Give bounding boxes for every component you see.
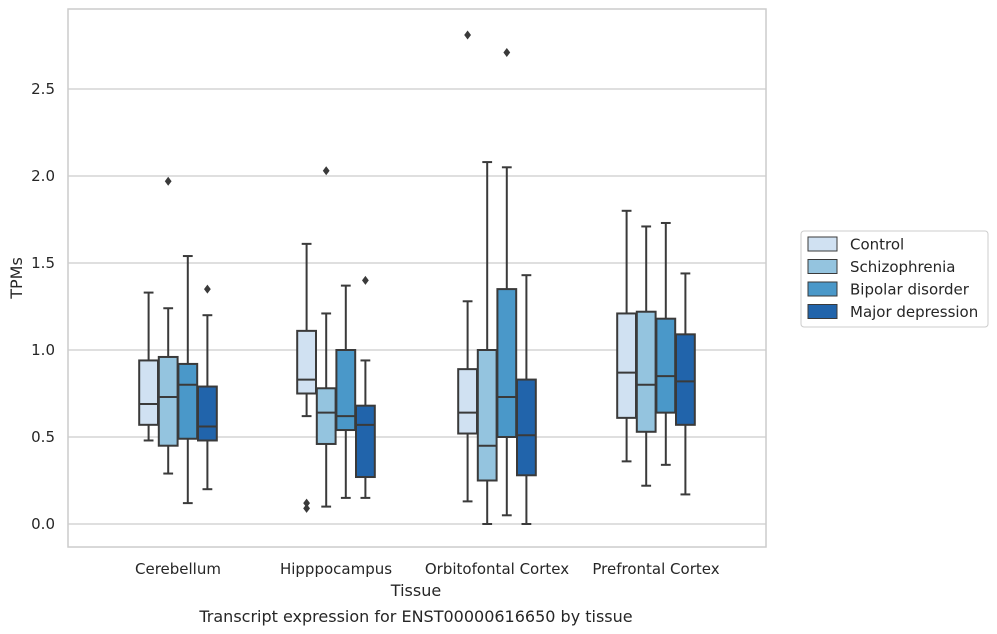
box-body [457, 368, 479, 435]
outlier-marker [303, 498, 310, 508]
box-body [476, 349, 498, 482]
legend-item: Major depression [807, 303, 978, 321]
box [675, 272, 696, 496]
outlier-marker [164, 176, 172, 186]
legend-label: Bipolar disorder [850, 281, 970, 299]
y-tick-label: 1.0 [31, 341, 55, 359]
outlier-marker [322, 166, 330, 176]
box [355, 275, 376, 499]
x-tick-label: Cerebellum [135, 560, 221, 578]
box [138, 291, 159, 442]
box [655, 221, 677, 466]
box [516, 274, 537, 525]
box [197, 284, 218, 491]
outlier-marker [503, 47, 511, 57]
legend-label: Control [850, 236, 904, 254]
box-body [355, 404, 376, 479]
series-schizophrenia [157, 161, 657, 525]
y-axis-label: TPMs [7, 257, 26, 300]
figure-caption: Transcript expression for ENST0000061665… [198, 607, 632, 626]
series-major-depression [197, 272, 696, 525]
legend-label: Schizophrenia [850, 258, 955, 276]
legend: Control Schizophrenia Bipolar disorder Majo… [800, 230, 989, 328]
box [315, 166, 337, 508]
grid-lines [68, 88, 766, 525]
series-control [138, 30, 638, 513]
box-body [655, 317, 677, 414]
y-tick-label: 0.5 [31, 428, 55, 446]
plot-frame [67, 8, 767, 548]
y-tick-label: 1.5 [31, 254, 55, 272]
box-body [335, 349, 357, 432]
box-body [675, 333, 696, 426]
box-body [516, 378, 537, 477]
y-tick-label: 0.0 [31, 515, 55, 533]
box [616, 209, 638, 463]
box-body [635, 310, 657, 433]
legend-swatch [807, 236, 838, 252]
box [157, 176, 179, 475]
box [457, 30, 479, 503]
outlier-marker [362, 275, 369, 285]
x-axis-label: Tissue [390, 581, 441, 600]
box-body [496, 288, 518, 438]
outlier-marker [303, 503, 310, 513]
box-plot-series [138, 30, 696, 525]
box [476, 161, 498, 525]
legend-item: Bipolar disorder [807, 281, 970, 299]
legend-swatch [807, 304, 838, 319]
box-body [157, 355, 179, 447]
x-tick-labels: Cerebellum Hipppocampus Orbitofontal Corte… [135, 560, 720, 578]
box [177, 255, 199, 505]
legend-item: Schizophrenia [807, 258, 955, 276]
y-tick-label: 2.5 [31, 80, 55, 98]
box-body [296, 329, 318, 395]
y-tick-label: 2.0 [31, 167, 55, 185]
box-body [138, 359, 159, 426]
legend-label: Major depression [850, 303, 978, 321]
x-tick-label: Orbitofontal Cortex [425, 560, 569, 578]
legend-item: Control [807, 236, 904, 254]
legend-swatch [807, 281, 838, 297]
box [635, 225, 657, 487]
x-tick-label: Hipppocampus [280, 560, 392, 578]
box-body [616, 312, 638, 419]
box-body [197, 385, 218, 442]
series-bipolar-disorder [177, 47, 677, 517]
box [296, 242, 318, 513]
box [496, 47, 518, 517]
legend-frame [800, 230, 989, 328]
outlier-marker [204, 284, 211, 294]
outlier-marker [464, 30, 471, 40]
y-tick-labels: 0.0 0.5 1.0 1.5 2.0 2.5 [31, 80, 55, 533]
x-tick-label: Prefrontal Cortex [592, 560, 719, 578]
box-body [315, 387, 337, 445]
legend-swatch [807, 259, 838, 274]
box-body [177, 362, 199, 440]
box [335, 284, 357, 499]
